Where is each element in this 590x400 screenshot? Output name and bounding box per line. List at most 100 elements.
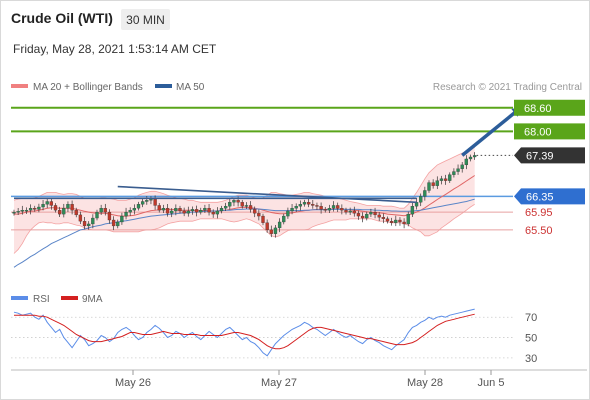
candle [348,207,352,215]
candle [282,213,286,225]
rsi-legend-label: RSI [33,294,50,305]
x-tick-label: May 28 [407,377,443,389]
candle [20,205,24,215]
candle [261,213,265,226]
candle-body [149,198,153,201]
pivot-level-label: 66.35 [526,191,554,203]
candle-body [49,201,53,206]
level-labels: 68.60 68.00 67.39 66.35 65.95 65.50 [514,99,585,237]
candle-body [286,210,290,217]
ma50-legend-label: MA 50 [176,82,205,93]
candle [443,174,448,185]
candle [286,207,290,219]
candle-body [91,217,95,225]
candle-body [389,221,394,223]
candle [315,202,319,211]
candle-body [348,210,352,213]
candle-body [302,202,307,205]
candle [468,154,473,162]
candle-body [178,208,182,212]
datetime-label: Friday, May 28, 2021 1:53:14 AM CET [13,42,217,56]
candle [290,203,294,215]
candle-body [128,210,132,213]
candle [460,162,464,173]
candle [182,207,186,217]
candle [190,206,195,215]
candle [435,176,439,190]
candle-body [460,164,464,169]
candle [472,152,477,160]
timeframe-label: 30 MIN [126,13,165,27]
candle-body [78,214,83,222]
candle-body [70,204,74,211]
candle [265,219,269,233]
ma9-legend-label: 9MA [82,294,103,305]
candle-body [319,206,323,210]
candle-body [120,215,124,223]
candle-body [53,205,58,211]
candle-body [257,213,261,217]
pivot-level-badge [514,188,585,205]
target-level-label-68-60: 68.60 [524,103,552,115]
candle-body [62,208,66,215]
support-level-label-65-50: 65.50 [525,225,553,237]
candle [24,207,29,214]
candle [128,207,132,216]
candle-body [452,171,456,175]
candle-body [211,211,215,215]
candle [419,193,423,207]
candle-body [311,204,315,206]
candle-body [439,178,444,181]
rsi-line [13,308,475,357]
candle [369,208,373,217]
candle [273,225,278,238]
candle [244,202,249,210]
candle-body [99,208,103,213]
candle-body [323,209,327,211]
candle [78,211,83,225]
candle [199,207,203,215]
ma20-legend-swatch [11,84,28,88]
candle-body [331,205,336,209]
candle-body [215,210,220,215]
candle [240,199,244,209]
candle [311,200,315,209]
candle-body [186,210,190,214]
candle [33,205,37,212]
candle [91,214,95,229]
candle [356,210,361,220]
candle-body [336,205,340,209]
candle [70,200,74,215]
candle-body [74,210,78,216]
candle [170,208,174,218]
candle [257,209,261,221]
candle [87,221,91,230]
candle [136,201,141,211]
candle [331,201,336,212]
candle [377,212,381,222]
projection-arrow [461,106,523,157]
candle [402,218,406,229]
candle-body [282,215,286,223]
candle [203,204,207,213]
candle-body [443,178,448,181]
timeframe-badge[interactable] [121,9,170,30]
candle [161,204,166,213]
candle [319,202,323,214]
candle [124,207,128,220]
candle [120,212,124,225]
candle-body [37,206,41,210]
candle [352,206,356,217]
candle-body [427,182,431,191]
candle [211,209,215,218]
candle [223,202,228,212]
rsi-legend-swatch [11,296,28,300]
candle-body [381,217,386,219]
candle [219,205,224,214]
candle-body [269,229,273,234]
candle-body [464,158,469,166]
candle-body [199,210,203,213]
candle [456,164,460,175]
candle-body [28,208,33,211]
